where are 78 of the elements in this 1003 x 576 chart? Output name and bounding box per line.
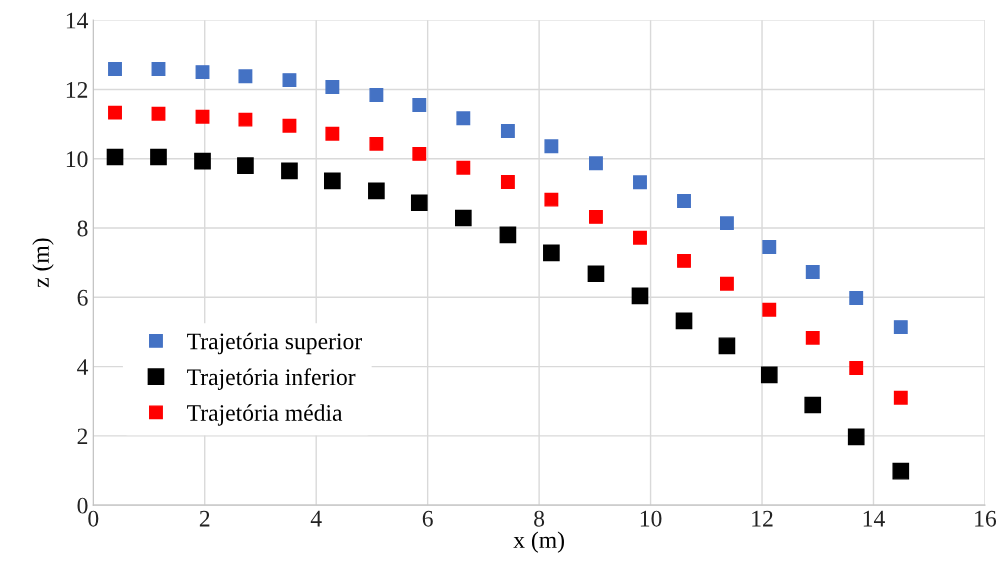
- point: [762, 240, 777, 255]
- legend-label: Trajetória superior: [187, 332, 362, 355]
- x-tick-label: 12: [752, 510, 773, 527]
- point: [108, 62, 122, 76]
- point: [544, 139, 559, 154]
- point: [893, 320, 908, 335]
- y-tick-label: 6: [77, 289, 88, 306]
- point: [454, 209, 472, 227]
- point: [282, 73, 297, 88]
- point: [108, 105, 122, 120]
- point: [719, 276, 734, 291]
- y-tick-label: 8: [77, 220, 88, 237]
- point: [150, 148, 167, 166]
- x-axis-title: x (m): [513, 531, 564, 553]
- point: [804, 396, 822, 414]
- x-tick-label: 4: [310, 510, 322, 527]
- point: [324, 172, 341, 190]
- point: [456, 160, 471, 175]
- point: [412, 146, 427, 161]
- point: [543, 244, 560, 262]
- point: [849, 361, 864, 375]
- point: [412, 98, 427, 112]
- point: [805, 330, 820, 345]
- x-tick-label: 14: [863, 510, 885, 527]
- point: [325, 80, 340, 94]
- point: [892, 462, 910, 480]
- point: [369, 136, 384, 151]
- point: [544, 192, 559, 207]
- point: [805, 265, 820, 279]
- y-tick-label: 12: [66, 82, 88, 98]
- point: [195, 109, 210, 124]
- point: [500, 174, 515, 189]
- point: [194, 152, 211, 170]
- point: [633, 175, 647, 190]
- point: [281, 162, 298, 180]
- x-tick-label: 6: [422, 510, 433, 527]
- point: [369, 88, 384, 102]
- point: [762, 302, 777, 317]
- point: [631, 287, 649, 305]
- point: [410, 194, 428, 212]
- point: [677, 253, 691, 268]
- point: [847, 428, 865, 446]
- point: [368, 182, 385, 200]
- point: [589, 209, 603, 224]
- point: [238, 112, 253, 127]
- point: [718, 337, 736, 355]
- y-axis-title: z (m): [32, 238, 54, 288]
- point: [456, 111, 471, 126]
- point: [106, 148, 124, 166]
- point: [195, 65, 210, 80]
- y-tick-label: 10: [66, 151, 88, 168]
- y-tick-label: 0: [77, 497, 88, 514]
- point: [633, 230, 647, 245]
- point: [587, 265, 605, 283]
- legend-label: Trajetória inferior: [187, 368, 356, 390]
- point: [151, 62, 166, 76]
- x-tick-label: 8: [534, 510, 545, 527]
- point: [325, 126, 340, 141]
- x-tick-label: 16: [975, 510, 997, 527]
- point: [151, 106, 166, 121]
- point: [675, 312, 693, 330]
- legend-label: Trajetória média: [187, 404, 343, 426]
- y-tick-label: 2: [77, 428, 88, 445]
- x-tick-label: 10: [640, 510, 662, 527]
- point: [499, 226, 517, 244]
- point: [589, 156, 603, 171]
- y-tick-label: 14: [66, 12, 89, 29]
- y-tick-label: 4: [77, 359, 89, 375]
- point: [849, 291, 864, 305]
- point: [719, 216, 734, 231]
- point: [500, 124, 515, 138]
- point: [237, 157, 254, 174]
- point: [760, 366, 778, 384]
- point: [282, 118, 297, 133]
- point: [238, 69, 253, 84]
- point: [893, 390, 908, 405]
- x-tick-label: 2: [199, 510, 210, 527]
- point: [677, 194, 691, 208]
